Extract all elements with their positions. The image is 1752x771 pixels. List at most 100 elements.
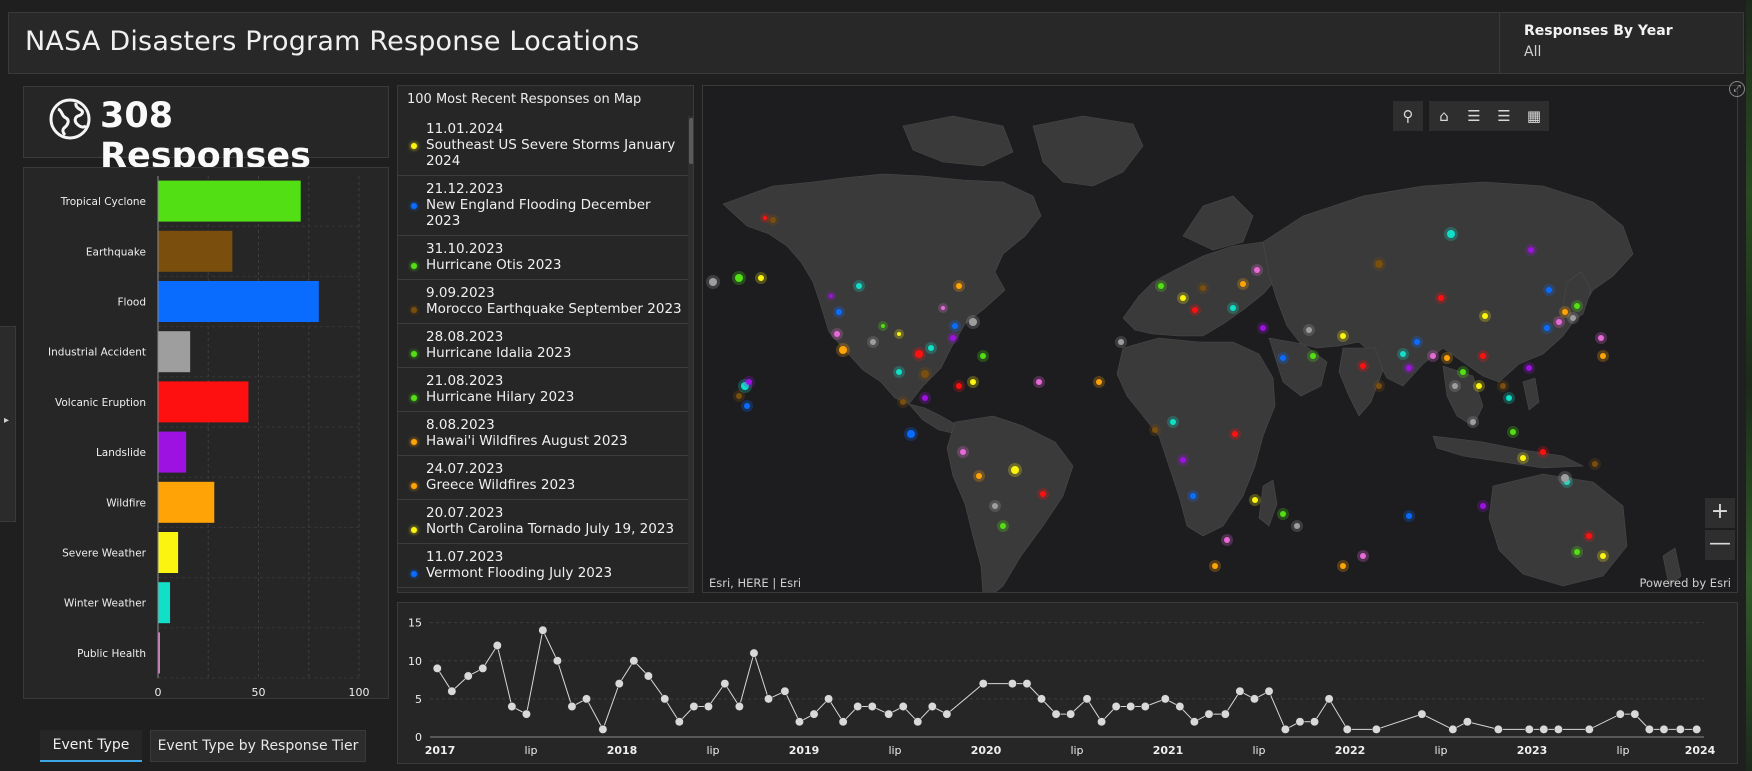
map-marker[interactable] — [1592, 461, 1598, 467]
map-marker[interactable] — [1340, 333, 1346, 339]
map-marker[interactable] — [1447, 230, 1455, 238]
line-point[interactable] — [1675, 724, 1685, 734]
list-item[interactable]: 9.09.2023 Morocco Earthquake September 20… — [398, 280, 688, 324]
search-icon[interactable]: ⚲ — [1393, 101, 1423, 131]
line-point[interactable] — [1250, 694, 1259, 704]
map-marker[interactable] — [960, 449, 966, 455]
list-item[interactable]: 8.08.2023 Hawai'i Wildfires August 2023 — [398, 412, 688, 456]
map-marker[interactable] — [907, 430, 915, 438]
line-point[interactable] — [507, 702, 517, 711]
map-marker[interactable] — [1360, 553, 1366, 559]
line-point[interactable] — [704, 702, 713, 711]
map-marker[interactable] — [928, 345, 934, 351]
bar[interactable] — [158, 180, 301, 222]
map-marker[interactable] — [1460, 369, 1466, 375]
line-point[interactable] — [795, 717, 804, 727]
map-marker[interactable] — [970, 379, 976, 385]
list-item[interactable]: 24.07.2023 Greece Wildfires 2023 — [398, 456, 688, 500]
list-item[interactable]: 11.01.2024 Southeast US Severe Storms Jan… — [398, 116, 688, 176]
sidebar-toggle[interactable]: ▸ — [0, 326, 16, 522]
line-point[interactable] — [1022, 679, 1032, 689]
map-marker[interactable] — [1414, 339, 1420, 345]
map-marker[interactable] — [1586, 533, 1592, 539]
line-point[interactable] — [1324, 694, 1334, 704]
line-point[interactable] — [660, 694, 670, 704]
map-marker[interactable] — [1482, 313, 1488, 319]
map-marker[interactable] — [1598, 335, 1604, 341]
tab-event-type[interactable]: Event Type — [40, 730, 142, 762]
map-marker[interactable] — [1546, 287, 1552, 293]
map-marker[interactable] — [1438, 295, 1444, 301]
map-marker[interactable] — [1544, 325, 1550, 331]
world-map[interactable] — [703, 86, 1738, 593]
map-attribution[interactable]: Esri, HERE | Esri — [709, 576, 802, 590]
map-marker[interactable] — [976, 473, 982, 479]
list-item[interactable]: 31.10.2023 Hurricane Otis 2023 — [398, 236, 688, 280]
list-item[interactable]: 20.07.2023 North Carolina Tornado July 19… — [398, 500, 688, 544]
line-point[interactable] — [1066, 709, 1076, 719]
line-point[interactable] — [1097, 717, 1107, 727]
map-marker[interactable] — [950, 335, 956, 341]
map-marker[interactable] — [1200, 285, 1206, 291]
line-point[interactable] — [522, 709, 531, 719]
map-marker[interactable] — [1306, 327, 1312, 333]
map-marker[interactable] — [1406, 513, 1412, 519]
zoom-in-button[interactable]: + — [1705, 498, 1735, 528]
map-marker[interactable] — [1444, 355, 1450, 361]
line-point[interactable] — [1082, 694, 1092, 704]
line-point[interactable] — [1462, 717, 1472, 727]
line-point[interactable] — [1553, 724, 1563, 734]
map-marker[interactable] — [856, 283, 862, 289]
line-point[interactable] — [1189, 717, 1199, 727]
bar[interactable] — [158, 281, 319, 322]
map-marker[interactable] — [770, 217, 776, 223]
map-marker[interactable] — [896, 369, 902, 375]
line-point[interactable] — [1310, 717, 1319, 727]
line-point[interactable] — [749, 648, 759, 658]
line-point[interactable] — [978, 679, 988, 689]
line-point[interactable] — [1539, 724, 1549, 734]
line-point[interactable] — [780, 686, 790, 696]
map-marker[interactable] — [836, 309, 842, 315]
map-marker[interactable] — [1180, 295, 1186, 301]
line-point[interactable] — [838, 717, 848, 727]
line-point[interactable] — [582, 694, 591, 704]
expand-icon[interactable]: ⤢ — [1729, 81, 1745, 97]
map-marker[interactable] — [1252, 497, 1258, 503]
line-point[interactable] — [1295, 717, 1305, 727]
line-point[interactable] — [809, 709, 819, 719]
line-point[interactable] — [1493, 724, 1503, 734]
map-marker[interactable] — [881, 324, 885, 328]
map-marker[interactable] — [1170, 419, 1176, 425]
map-marker[interactable] — [900, 399, 906, 405]
map-marker[interactable] — [763, 216, 767, 220]
line-point[interactable] — [538, 625, 548, 635]
line-point[interactable] — [1007, 679, 1017, 689]
map-marker[interactable] — [915, 350, 923, 358]
bar[interactable] — [158, 632, 161, 674]
map-marker[interactable] — [1096, 379, 1102, 385]
map-marker[interactable] — [736, 393, 742, 399]
map-marker[interactable] — [758, 275, 764, 281]
map-marker[interactable] — [1011, 466, 1019, 474]
bar[interactable] — [158, 431, 187, 473]
map-marker[interactable] — [746, 379, 752, 385]
map-marker[interactable] — [969, 318, 977, 326]
line-point[interactable] — [884, 709, 894, 719]
legend-list-icon[interactable]: ☰ — [1459, 101, 1489, 131]
map-marker[interactable] — [744, 403, 750, 409]
year-filter[interactable]: Responses By Year All — [1499, 13, 1746, 73]
map-marker[interactable] — [1212, 563, 1218, 569]
line-point[interactable] — [1417, 709, 1427, 719]
line-point[interactable] — [463, 671, 473, 681]
map-marker[interactable] — [1224, 537, 1230, 543]
line-point[interactable] — [1111, 702, 1121, 711]
map-marker[interactable] — [1556, 319, 1562, 325]
line-point[interactable] — [598, 724, 608, 734]
map-marker[interactable] — [1294, 523, 1300, 529]
map-marker[interactable] — [1230, 305, 1236, 311]
map-marker[interactable] — [921, 370, 929, 378]
line-point[interactable] — [1220, 709, 1230, 719]
line-point[interactable] — [1126, 702, 1136, 711]
bar[interactable] — [158, 481, 215, 523]
